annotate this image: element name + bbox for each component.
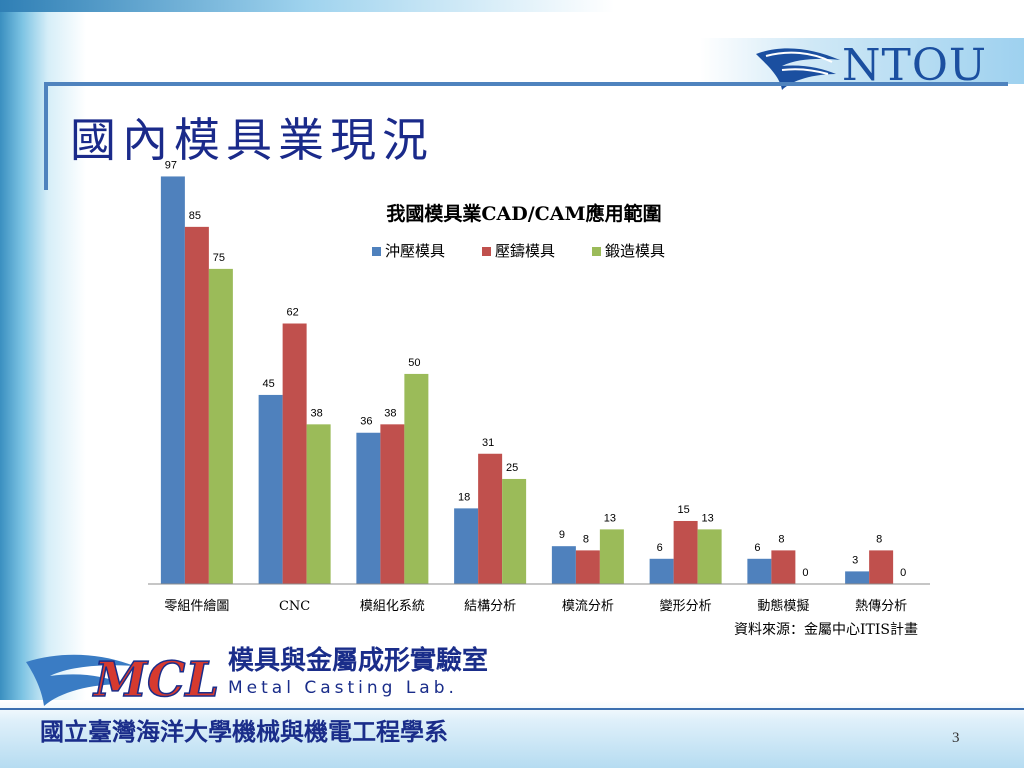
category-label-6: 變形分析 (660, 598, 712, 614)
bar-2-series-2 (282, 323, 307, 584)
ntou-wave-logo-icon (756, 48, 840, 90)
data-label-2-series-1: 45 (263, 378, 275, 390)
data-label-2-series-2: 62 (287, 307, 299, 319)
data-label-7-series-2: 8 (778, 533, 784, 545)
mcl-logo-icon: MCL (26, 651, 220, 709)
chart-source-note: 資料來源：金屬中心ITIS計畫 (734, 622, 918, 638)
data-label-8-series-3: 0 (900, 567, 906, 579)
chart-category-labels: 零組件繪圖 CNC 模組化系統 結構分析 模流分析 變形分析 動態模擬 熱傳分析 (164, 598, 907, 614)
data-label-8-series-2: 8 (876, 533, 882, 545)
bar-1-series-2 (184, 226, 209, 584)
category-label-4: 結構分析 (464, 599, 516, 614)
bar-4-series-3 (502, 478, 527, 584)
bar-5-series-1 (551, 546, 576, 584)
legend-label-3: 鍛造模具 (605, 242, 665, 260)
data-label-4-series-1: 18 (458, 491, 470, 503)
legend-swatch-3 (592, 247, 601, 256)
data-label-4-series-3: 25 (506, 462, 518, 474)
header-logo-band (700, 38, 1024, 84)
data-label-7-series-3: 0 (802, 567, 808, 579)
data-label-6-series-3: 13 (702, 512, 714, 524)
data-label-2-series-3: 38 (311, 407, 323, 419)
data-label-3-series-2: 38 (384, 407, 396, 419)
university-name: 國立臺灣海洋大學機械與機電工程學系 (40, 717, 448, 746)
data-label-6-series-1: 6 (657, 542, 663, 554)
category-label-7: 動態模擬 (757, 598, 809, 614)
bar-5-series-3 (599, 529, 624, 584)
data-label-5-series-3: 13 (604, 512, 616, 524)
category-label-8: 熱傳分析 (855, 599, 907, 614)
data-label-5-series-2: 8 (583, 533, 589, 545)
data-label-7-series-1: 6 (754, 542, 760, 554)
bar-8-series-2 (869, 550, 894, 584)
bar-4-series-1 (454, 508, 479, 584)
bar-6-series-1 (649, 558, 674, 584)
lab-name: 模具與金屬成形實驗室 (228, 646, 489, 676)
chart-bars (160, 176, 894, 584)
data-label-8-series-1: 3 (852, 554, 858, 566)
bar-chart: 我國模具業CAD/CAM應用範圍 沖壓模具 壓鑄模具 鍛造模具 9785754562… (148, 159, 930, 638)
data-label-3-series-1: 36 (360, 416, 372, 428)
legend-label-1: 沖壓模具 (385, 242, 445, 260)
data-label-5-series-1: 9 (559, 529, 565, 541)
bar-2-series-3 (306, 424, 331, 584)
bar-3-series-3 (404, 373, 429, 584)
category-label-3: 模組化系統 (360, 599, 425, 614)
category-label-2: CNC (279, 599, 310, 614)
bar-7-series-2 (771, 550, 796, 584)
data-label-3-series-3: 50 (408, 357, 420, 369)
bar-4-series-2 (478, 453, 503, 584)
bar-2-series-1 (258, 394, 283, 584)
page-number: 3 (952, 730, 960, 746)
legend-label-2: 壓鑄模具 (495, 242, 555, 260)
data-label-1-series-2: 85 (189, 210, 201, 222)
chart-title: 我國模具業CAD/CAM應用範圍 (386, 202, 661, 225)
svg-text:MCL: MCL (92, 652, 219, 708)
footer-band (0, 700, 1024, 768)
page-title: 國內模具業現況 (70, 113, 434, 167)
data-label-4-series-2: 31 (482, 437, 494, 449)
legend-swatch-2 (482, 247, 491, 256)
bar-3-series-1 (356, 432, 381, 584)
top-decor-band (0, 0, 1024, 12)
category-label-1: 零組件繪圖 (164, 598, 229, 614)
bar-1-series-1 (160, 176, 185, 584)
lab-name-english: Metal Casting Lab. (228, 678, 458, 698)
bar-7-series-1 (747, 558, 772, 584)
legend-swatch-1 (372, 247, 381, 256)
footer-divider (0, 708, 1024, 710)
data-label-1-series-1: 97 (165, 159, 177, 171)
bar-3-series-2 (380, 424, 405, 584)
data-label-6-series-2: 15 (678, 504, 690, 516)
data-label-1-series-3: 75 (213, 252, 225, 264)
title-frame (44, 82, 1008, 190)
bar-6-series-2 (673, 520, 698, 584)
bar-5-series-2 (575, 550, 600, 584)
chart-legend: 沖壓模具 壓鑄模具 鍛造模具 (372, 242, 665, 260)
bar-6-series-3 (697, 529, 722, 584)
bar-1-series-3 (208, 268, 233, 584)
bar-8-series-1 (845, 571, 870, 584)
category-label-5: 模流分析 (562, 599, 614, 614)
